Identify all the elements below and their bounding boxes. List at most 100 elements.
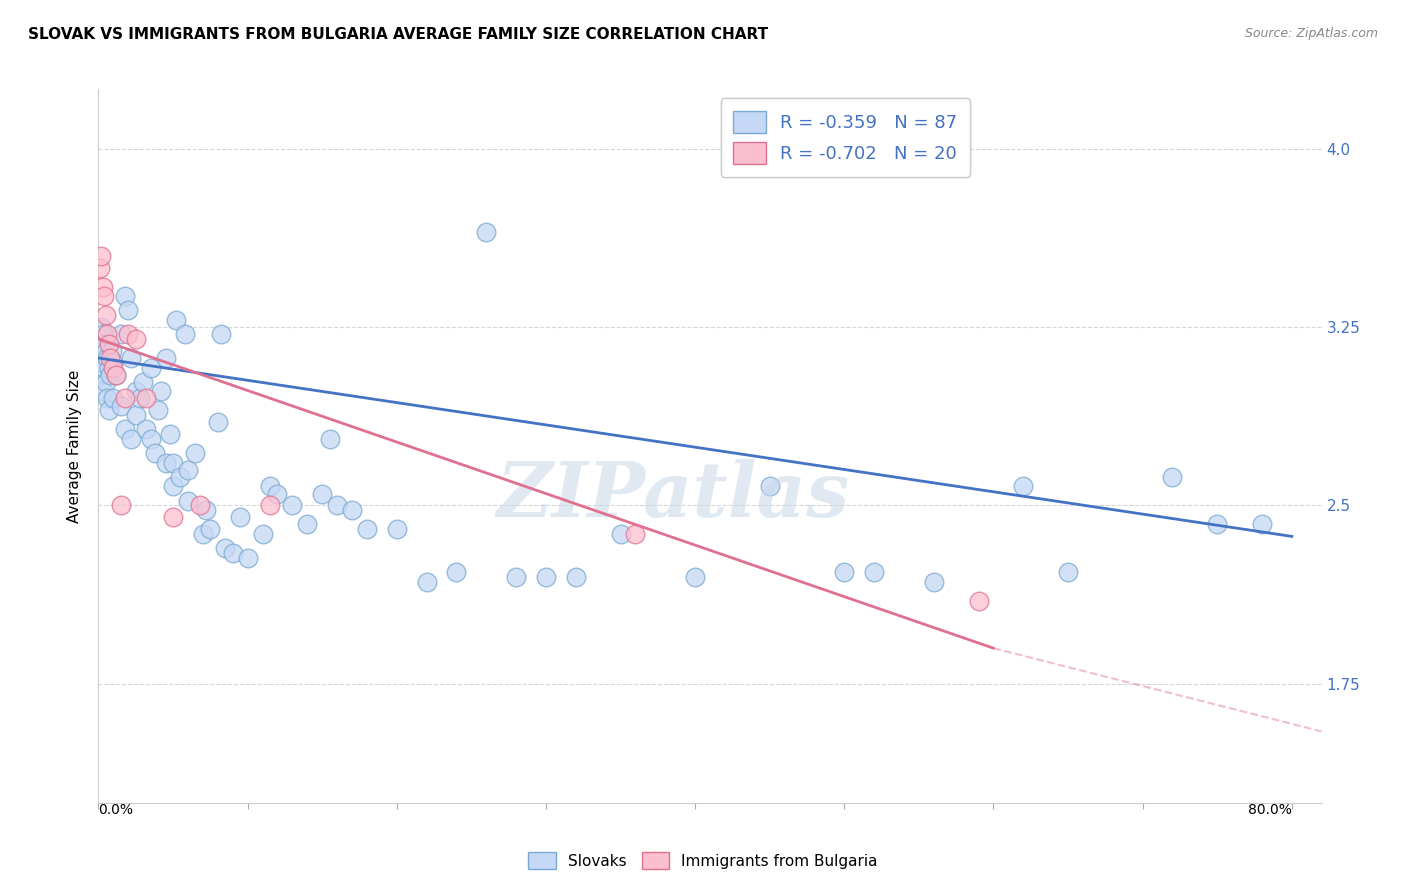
Point <box>91 356 114 370</box>
Point <box>155 351 177 365</box>
Point <box>446 565 468 579</box>
Point <box>90 249 112 263</box>
Point <box>297 517 319 532</box>
Point <box>139 360 162 375</box>
Point <box>1251 517 1274 532</box>
Point <box>221 546 243 560</box>
Point <box>89 260 111 275</box>
Point <box>505 570 527 584</box>
Point <box>89 332 111 346</box>
Point <box>207 415 229 429</box>
Point <box>91 327 114 342</box>
Point <box>110 327 132 342</box>
Point <box>1161 470 1184 484</box>
Point <box>259 479 281 493</box>
Point <box>832 565 855 579</box>
Point <box>90 320 112 334</box>
Point <box>97 360 120 375</box>
Point <box>209 327 232 342</box>
Point <box>184 446 207 460</box>
Point <box>105 368 128 382</box>
Point <box>758 479 780 493</box>
Point <box>97 336 120 351</box>
Point <box>162 510 184 524</box>
Point <box>356 522 378 536</box>
Point <box>125 384 148 399</box>
Point <box>110 399 132 413</box>
Point <box>174 327 197 342</box>
Text: Source: ZipAtlas.com: Source: ZipAtlas.com <box>1244 27 1378 40</box>
Point <box>91 384 114 399</box>
Legend: R = -0.359   N = 87, R = -0.702   N = 20: R = -0.359 N = 87, R = -0.702 N = 20 <box>721 98 970 177</box>
Point <box>146 403 169 417</box>
Point <box>534 570 557 584</box>
Point <box>200 522 222 536</box>
Point <box>177 463 200 477</box>
Point <box>159 427 181 442</box>
Point <box>97 403 120 417</box>
Point <box>214 541 236 556</box>
Point <box>120 351 142 365</box>
Point <box>98 351 121 365</box>
Legend: Slovaks, Immigrants from Bulgaria: Slovaks, Immigrants from Bulgaria <box>522 846 884 875</box>
Point <box>117 327 139 342</box>
Point <box>93 360 115 375</box>
Point <box>475 225 498 239</box>
Point <box>311 486 333 500</box>
Point <box>229 510 252 524</box>
Point <box>385 522 408 536</box>
Point <box>135 422 157 436</box>
Point <box>117 303 139 318</box>
Point <box>96 392 118 406</box>
Point <box>162 456 184 470</box>
Text: ZIPatlas: ZIPatlas <box>496 459 849 533</box>
Point <box>89 360 111 375</box>
Point <box>101 343 124 358</box>
Point <box>340 503 363 517</box>
Point <box>281 499 304 513</box>
Y-axis label: Average Family Size: Average Family Size <box>67 369 83 523</box>
Point <box>125 332 148 346</box>
Point <box>114 422 136 436</box>
Point <box>162 479 184 493</box>
Point <box>252 527 274 541</box>
Text: 0.0%: 0.0% <box>98 803 134 817</box>
Point <box>266 486 288 500</box>
Point <box>143 446 166 460</box>
Point <box>236 550 259 565</box>
Point <box>1057 565 1080 579</box>
Point <box>105 368 128 382</box>
Point <box>94 343 117 358</box>
Point <box>155 456 177 470</box>
Point <box>177 493 200 508</box>
Point <box>103 356 125 370</box>
Point <box>120 432 142 446</box>
Point <box>415 574 437 589</box>
Point <box>96 351 118 365</box>
Point <box>98 368 121 382</box>
Point <box>103 360 125 375</box>
Point <box>132 375 155 389</box>
Point <box>609 527 631 541</box>
Point <box>1206 517 1229 532</box>
Point <box>150 384 173 399</box>
Point <box>194 503 217 517</box>
Point <box>863 565 886 579</box>
Point <box>125 408 148 422</box>
Point <box>94 308 117 322</box>
Point <box>93 336 115 351</box>
Point <box>89 351 111 365</box>
Point <box>318 432 340 446</box>
Point <box>90 343 112 358</box>
Point <box>110 499 132 513</box>
Point <box>922 574 945 589</box>
Point <box>103 392 125 406</box>
Point <box>135 392 157 406</box>
Point <box>94 375 117 389</box>
Text: SLOVAK VS IMMIGRANTS FROM BULGARIA AVERAGE FAMILY SIZE CORRELATION CHART: SLOVAK VS IMMIGRANTS FROM BULGARIA AVERA… <box>28 27 768 42</box>
Point <box>624 527 647 541</box>
Point <box>188 499 211 513</box>
Point <box>129 392 152 406</box>
Point <box>114 392 136 406</box>
Point <box>1012 479 1035 493</box>
